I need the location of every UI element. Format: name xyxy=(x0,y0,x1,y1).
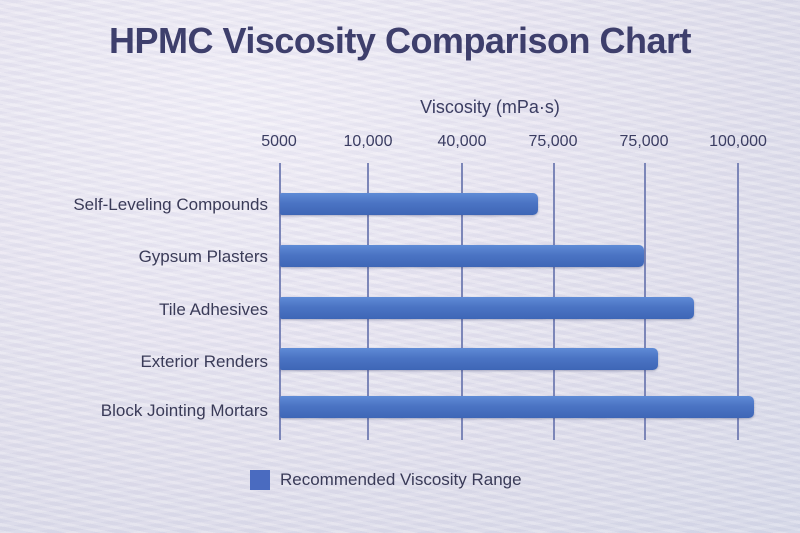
category-label: Self-Leveling Compounds xyxy=(73,195,268,214)
x-tick-label: 100,000 xyxy=(709,133,767,150)
legend-label: Recommended Viscosity Range xyxy=(280,470,522,489)
category-label: Exterior Renders xyxy=(140,352,268,371)
legend: Recommended Viscosity Range xyxy=(250,470,522,490)
x-tick-label: 75,000 xyxy=(528,133,578,150)
x-tick-label: 10,000 xyxy=(343,133,393,150)
bar-tile-adhesives xyxy=(280,297,694,319)
x-axis-title: Viscosity (mPa·s) xyxy=(420,97,560,117)
bar-gypsum-plasters xyxy=(280,245,644,267)
bar-self-leveling-compounds xyxy=(280,193,538,215)
x-tick-label: 40,000 xyxy=(437,133,487,150)
category-label: Block Jointing Mortars xyxy=(100,401,268,420)
category-label: Gypsum Plasters xyxy=(138,247,268,266)
x-tick-label: 5000 xyxy=(261,133,297,150)
chart-title: HPMC Viscosity Comparison Chart xyxy=(109,20,691,61)
legend-swatch xyxy=(250,470,270,490)
category-label: Tile Adhesives xyxy=(159,300,268,319)
bar-block-jointing-mortars xyxy=(280,396,754,418)
gridline xyxy=(737,163,739,440)
x-tick-label: 75,000 xyxy=(619,133,669,150)
bar-exterior-renders xyxy=(280,348,658,370)
